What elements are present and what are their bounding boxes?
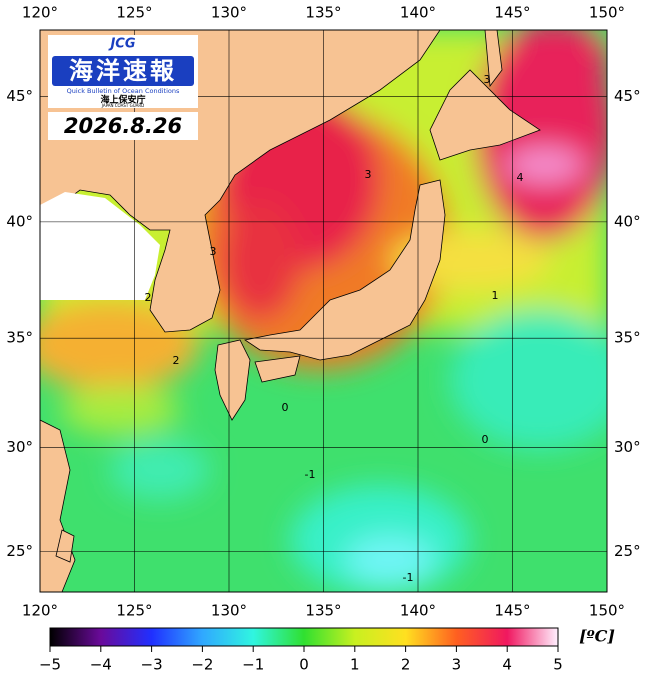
colorbar-tick-label: 0 — [299, 656, 309, 674]
no-data — [40, 192, 160, 300]
contour-label: 0 — [482, 433, 489, 446]
logo-agency: 海上保安庁 — [100, 94, 145, 106]
colorbar-tick-label: −3 — [141, 656, 163, 674]
contour-label: 3 — [365, 168, 372, 181]
lat-tick-label: 35° — [614, 329, 641, 347]
map-frame — [39, 29, 608, 593]
colorbar — [49, 627, 559, 647]
lon-tick-label: 125° — [116, 4, 152, 22]
lat-tick-label: 30° — [6, 438, 33, 456]
lat-tick-label: 45° — [6, 87, 33, 105]
colorbar-tick-label: 4 — [502, 656, 512, 674]
lon-tick-label: 145° — [494, 4, 530, 22]
colorbar-tick-label: 1 — [350, 656, 360, 674]
lat-tick-label: 25° — [614, 542, 641, 560]
lat-tick-label: 40° — [614, 212, 641, 230]
logo-subtitle: Quick Bulletin of Ocean Conditions — [67, 87, 180, 95]
contour-label: -1 — [305, 468, 316, 481]
kyushu — [214, 339, 251, 421]
taiwan — [55, 529, 75, 563]
logo-title: 海洋速報 — [69, 57, 177, 85]
lon-tick-label: 140° — [400, 602, 436, 620]
contour-label: 1 — [492, 289, 499, 302]
contour-label: 2 — [145, 291, 152, 304]
lat-tick-label: 30° — [614, 438, 641, 456]
contour-label: 4 — [517, 171, 524, 184]
contour-label: 3 — [210, 245, 217, 258]
logo-org: JCG — [107, 37, 135, 52]
lat-tick-label: 25° — [6, 542, 33, 560]
colorbar-tick-label: 5 — [553, 656, 563, 674]
lon-tick-label: 130° — [211, 4, 247, 22]
logo: JCG 海洋速報 Quick Bulletin of Ocean Conditi… — [48, 35, 198, 140]
lon-tick-label: 120° — [22, 4, 58, 22]
sakhalin — [484, 30, 503, 88]
lon-tick-label: 150° — [589, 4, 625, 22]
lon-tick-label: 150° — [589, 602, 625, 620]
lon-tick-label: 130° — [211, 602, 247, 620]
colorbar-tick-label: −5 — [39, 656, 61, 674]
date: 2026.8.26 — [64, 114, 182, 138]
lon-tick-label: 145° — [494, 602, 530, 620]
lat-tick-label: 35° — [6, 329, 33, 347]
colorbar-tick-label: 2 — [401, 656, 411, 674]
logo-agency-en: JAPAN COAST GUARD — [101, 103, 145, 108]
lon-tick-label: 120° — [22, 602, 58, 620]
lon-tick-label: 125° — [116, 602, 152, 620]
contour-label: 3 — [484, 73, 491, 86]
lon-tick-label: 140° — [400, 4, 436, 22]
colorbar-unit: [ºC] — [579, 627, 615, 646]
contour-label: 0 — [282, 401, 289, 414]
colorbar-tick-label: −1 — [242, 656, 264, 674]
colorbar-tick-label: −2 — [191, 656, 213, 674]
lon-tick-label: 135° — [305, 4, 341, 22]
lon-tick-label: 135° — [305, 602, 341, 620]
shikoku — [254, 355, 301, 383]
date-box — [48, 112, 198, 140]
colorbar-tick-label: −4 — [90, 656, 112, 674]
contour-label: 2 — [173, 354, 180, 367]
colorbar-tick-label: 3 — [452, 656, 462, 674]
lat-tick-label: 40° — [6, 212, 33, 230]
lat-tick-label: 45° — [614, 87, 641, 105]
logo-band — [52, 56, 194, 86]
contour-label: -1 — [403, 571, 414, 584]
honshu — [243, 179, 446, 361]
